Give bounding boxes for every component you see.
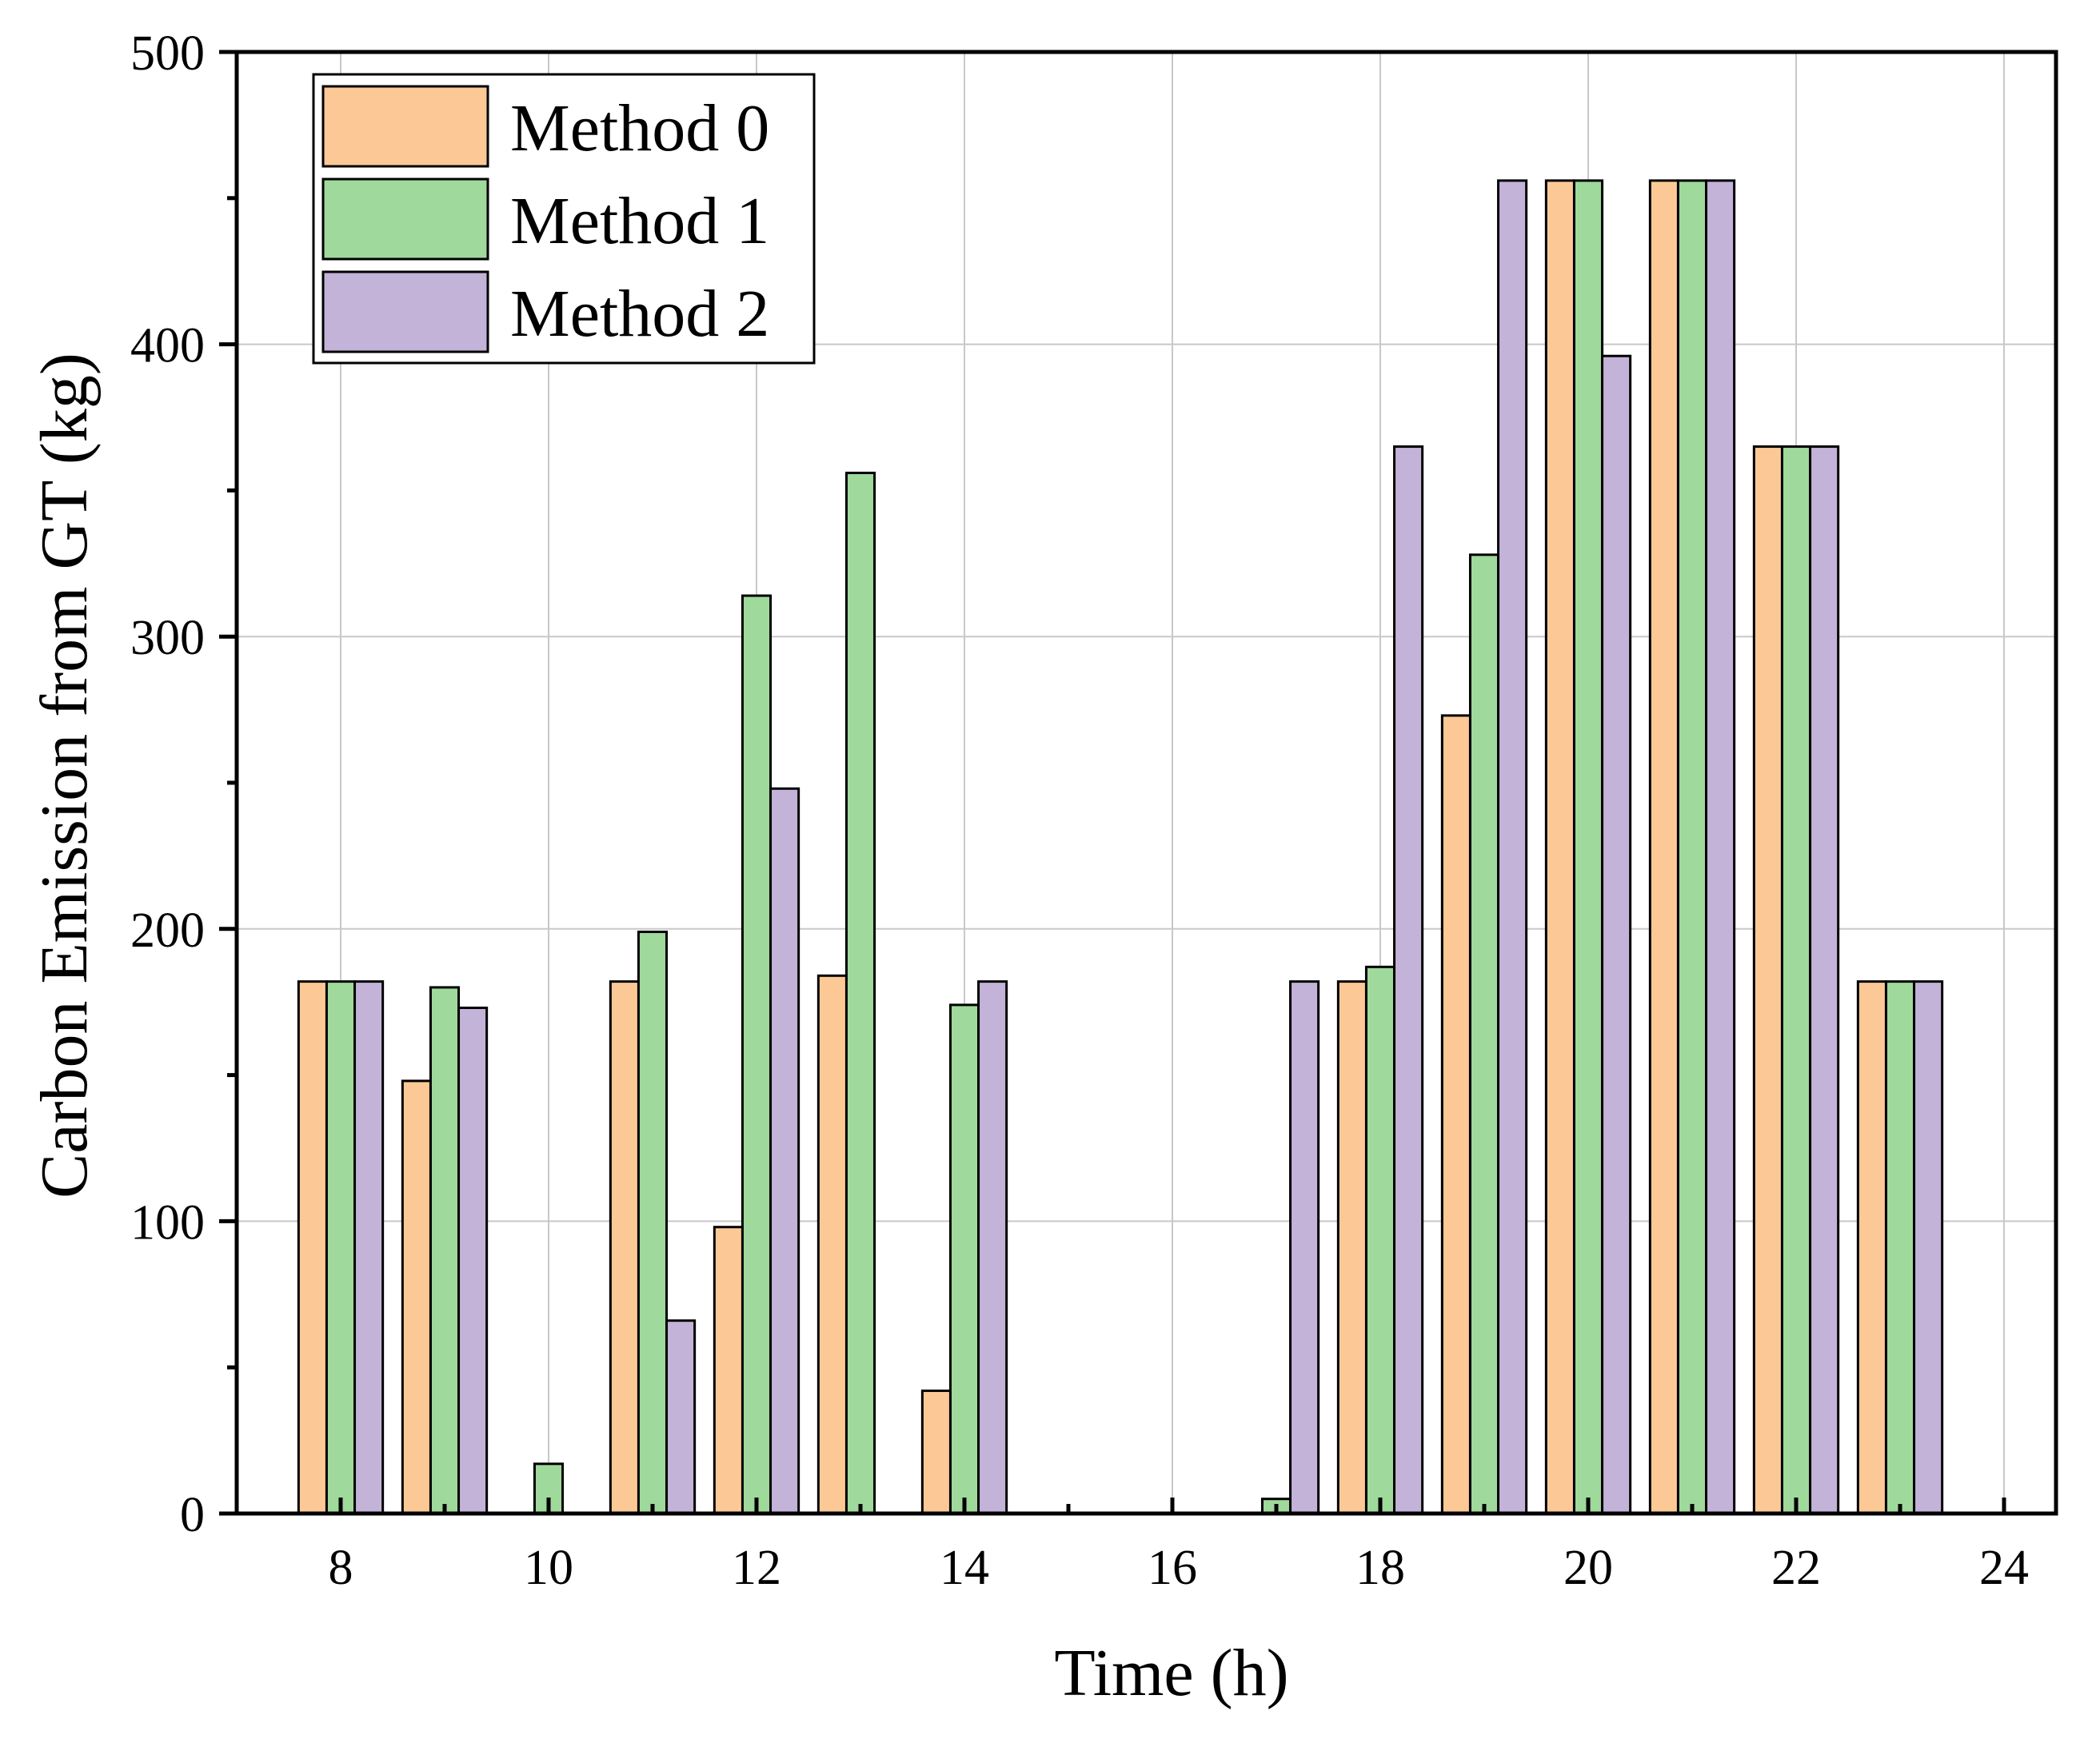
legend-label: Method 1 [510,184,769,258]
bar [1648,179,1679,1515]
bar [1913,980,1944,1515]
y-tick-label: 500 [130,26,205,81]
bar [1809,445,1840,1515]
bar [1676,179,1708,1515]
bar [1752,445,1783,1515]
bar [948,1003,980,1515]
bar [1705,179,1736,1515]
y-tick-label: 400 [130,319,205,373]
bar [1544,179,1575,1515]
y-axis-title: Carbon Emission from GT (kg) [27,353,102,1199]
bar [637,930,669,1515]
bar [609,980,640,1515]
bar [1393,445,1424,1515]
bar [844,471,876,1515]
x-tick-label: 14 [940,1541,989,1595]
bar [741,594,773,1515]
bar [325,980,357,1515]
legend-swatch [321,85,489,168]
bar [1289,980,1320,1515]
x-tick-label: 24 [1979,1541,2029,1595]
bar [920,1389,952,1515]
bar [1884,980,1916,1515]
y-tick-label: 300 [130,611,205,665]
bar [429,986,461,1515]
legend-label: Method 0 [510,91,769,166]
bar [1336,980,1367,1515]
bar [1572,179,1604,1515]
x-tick-label: 10 [524,1541,573,1595]
y-tick-label: 0 [180,1488,205,1542]
bar [457,1007,489,1515]
y-tick-label: 100 [130,1195,205,1250]
legend-label: Method 2 [510,277,769,351]
legend-swatch [321,177,489,261]
y-tick-label: 200 [130,903,205,958]
bar [1780,445,1812,1515]
legend: Method 0 Method 1 Method 2 [312,73,816,365]
bar [1601,354,1632,1515]
bar [401,1079,432,1515]
bar [1440,714,1471,1515]
x-tick-label: 20 [1563,1541,1613,1595]
bar [713,1226,744,1515]
bar [1497,179,1528,1515]
grid-lines [237,51,2056,1514]
tick-marks: 8 10 12 14 16 18 20 22 24 0 100 200 300 400 500 [130,26,2029,1595]
x-axis-title: Time (h) [1054,1636,1288,1710]
bar [1468,553,1500,1515]
x-tick-label: 22 [1771,1541,1821,1595]
bar [769,787,800,1515]
x-tick-label: 8 [329,1541,353,1595]
bar [665,1319,697,1515]
bar-series-group [297,179,1944,1515]
x-tick-label: 16 [1148,1541,1197,1595]
x-tick-label: 12 [732,1541,781,1595]
bar [353,980,385,1515]
legend-swatch [321,270,489,353]
bar [816,974,848,1515]
bar [977,980,1008,1515]
bar [297,980,328,1515]
bar [1364,965,1396,1515]
x-tick-label: 18 [1355,1541,1405,1595]
bar [1856,980,1887,1515]
